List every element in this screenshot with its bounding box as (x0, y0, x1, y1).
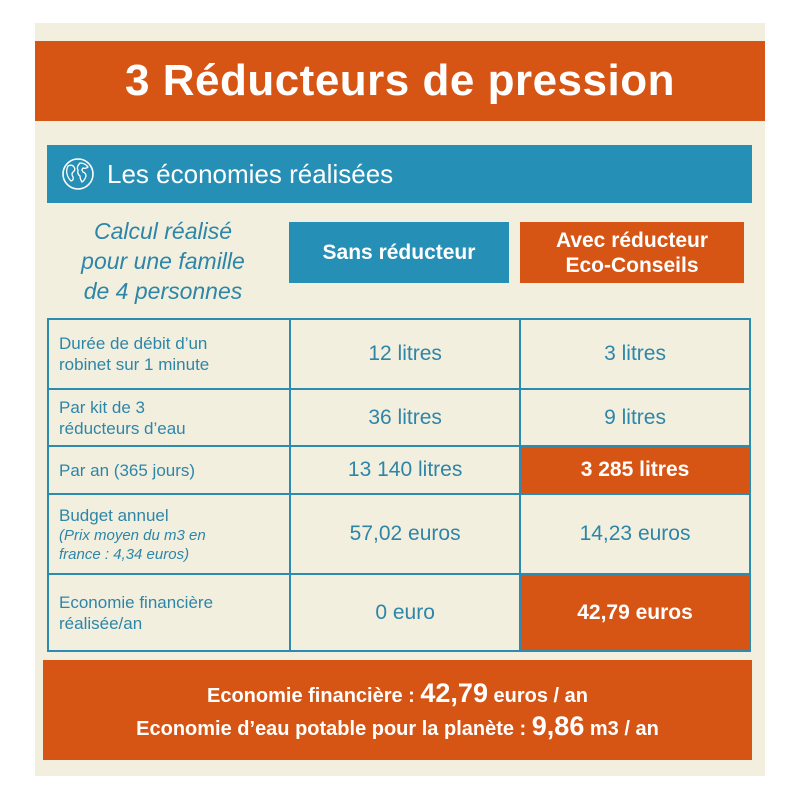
row-label-line: Economie financière (59, 592, 214, 612)
table-row: Par kit de 3 réducteurs d’eau 36 litres … (46, 388, 751, 447)
calc-note-line: de 4 personnes (83, 278, 243, 304)
row-sublabel: france : 4,34 euros) (59, 545, 190, 563)
summary-label: Economie d’eau potable pour la planète : (136, 718, 532, 740)
value-without: 13 140 litres (289, 445, 522, 495)
summary-unit: m3 / an (584, 718, 659, 740)
row-label-line: Par an (365 jours) (59, 460, 196, 480)
row-label-line: réalisée/an (59, 613, 143, 633)
row-label-line: robinet sur 1 minute (59, 355, 210, 374)
value-with: 9 litres (519, 388, 751, 447)
row-label: Budget annuel (Prix moyen du m3 en franc… (46, 493, 292, 575)
summary-financial: Economie financière : 42,79 euros / an (43, 678, 752, 711)
row-sublabel: (Prix moyen du m3 en (59, 526, 206, 544)
globe-icon (62, 158, 94, 190)
calculation-note: Calcul réalisé pour une famille de 4 per… (48, 216, 278, 306)
column-header-label: Sans réducteur (322, 241, 476, 264)
page-title: 3 Réducteurs de pression (125, 56, 675, 105)
comparison-table: Durée de débit d’un robinet sur 1 minute… (46, 318, 751, 652)
column-header-without: Sans réducteur (289, 222, 509, 283)
table-row: Durée de débit d’un robinet sur 1 minute… (46, 318, 751, 390)
value-with: 3 litres (519, 318, 751, 390)
value-with-highlight: 42,79 euros (519, 573, 751, 652)
row-label: Par kit de 3 réducteurs d’eau (46, 388, 292, 447)
value-without: 0 euro (289, 573, 522, 652)
summary-water: Economie d’eau potable pour la planète :… (43, 711, 752, 744)
calc-note-line: Calcul réalisé (93, 218, 233, 244)
table-row: Economie financière réalisée/an 0 euro 4… (46, 573, 751, 652)
summary-unit: euros / an (487, 685, 588, 707)
section-title: Les économies réalisées (107, 158, 394, 189)
summary-value: 42,79 (420, 678, 488, 708)
row-label-line: Durée de débit d’un (59, 334, 208, 353)
table-row: Par an (365 jours) 13 140 litres 3 285 l… (46, 445, 751, 495)
title-banner: 3 Réducteurs de pression (35, 41, 765, 121)
column-header-label: Avec réducteur (555, 228, 709, 252)
value-without: 57,02 euros (289, 493, 522, 575)
row-label: Economie financière réalisée/an (46, 573, 292, 652)
value-without: 12 litres (289, 318, 522, 390)
summary-box: Economie financière : 42,79 euros / an E… (43, 660, 752, 760)
row-label: Par an (365 jours) (46, 445, 292, 495)
row-label-line: réducteurs d’eau (59, 418, 186, 438)
table-row: Budget annuel (Prix moyen du m3 en franc… (46, 493, 751, 575)
column-header-with: Avec réducteur Eco-Conseils (520, 222, 744, 283)
row-label: Durée de débit d’un robinet sur 1 minute (46, 318, 292, 390)
row-label-line: Budget annuel (59, 505, 169, 525)
summary-value: 9,86 (531, 711, 585, 741)
value-with-highlight: 3 285 litres (519, 445, 751, 495)
section-header: Les économies réalisées (47, 145, 752, 203)
row-label-line: Par kit de 3 (59, 397, 145, 417)
value-without: 36 litres (289, 388, 522, 447)
summary-label: Economie financière : (207, 685, 421, 707)
column-header-label: Eco-Conseils (565, 253, 699, 277)
value-with: 14,23 euros (519, 493, 751, 575)
calc-note-line: pour une famille (81, 248, 245, 274)
